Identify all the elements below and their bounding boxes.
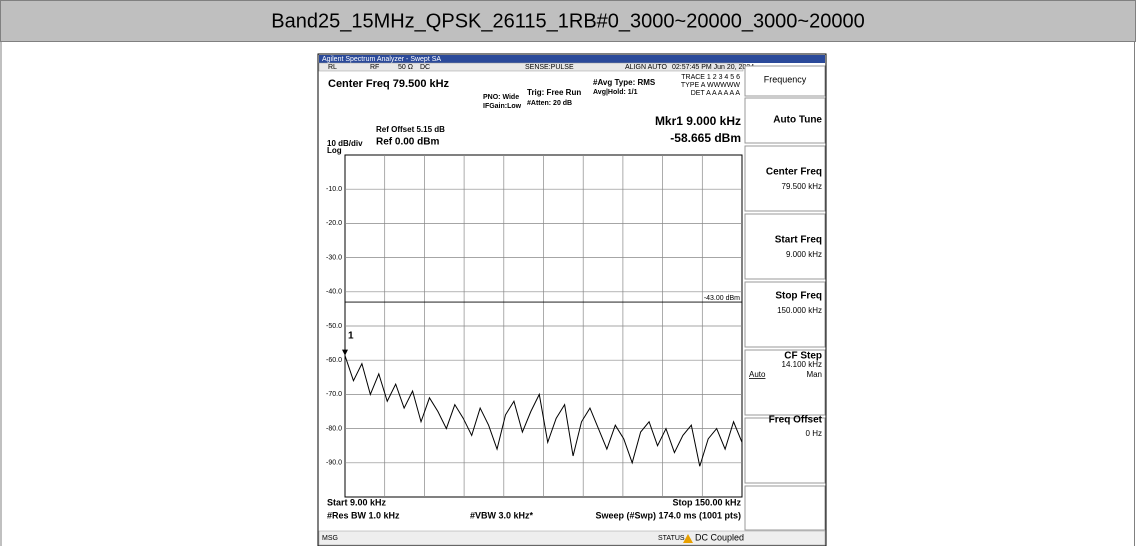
softkey-value: 0 Hz bbox=[806, 429, 822, 438]
status-label: STATUS bbox=[658, 535, 685, 542]
marker-level: -58.665 dBm bbox=[670, 131, 741, 145]
status-align: ALIGN AUTO bbox=[625, 64, 667, 71]
softkey-label: Center Freq bbox=[766, 167, 822, 178]
window-title-bar bbox=[319, 55, 825, 63]
y-tick-label: -20.0 bbox=[326, 220, 342, 227]
trace-row: TRACE 1 2 3 4 5 6 bbox=[681, 74, 740, 81]
vbw: #VBW 3.0 kHz* bbox=[470, 510, 534, 520]
window-title: Agilent Spectrum Analyzer - Swept SA bbox=[322, 56, 441, 63]
softkey-menu: Frequency bbox=[764, 74, 807, 84]
softkey-value: 9.000 kHz bbox=[786, 250, 822, 259]
type-row: TYPE A WWWWW bbox=[681, 82, 740, 89]
softkey-label: CF Step bbox=[784, 351, 822, 362]
softkey-label: Stop Freq bbox=[775, 291, 822, 302]
softkey-value: 150.000 kHz bbox=[777, 306, 822, 315]
marker-symbol bbox=[342, 349, 348, 356]
trace bbox=[344, 355, 743, 467]
det-row: DET A A A A A A bbox=[691, 90, 741, 97]
display-line-label: -43.00 dBm bbox=[704, 295, 740, 302]
softkey-option: Man bbox=[806, 370, 822, 379]
y-tick-label: -50.0 bbox=[326, 323, 342, 330]
trig: Trig: Free Run bbox=[527, 88, 581, 97]
status-time: 02:57:45 PM Jun 20, 2024 bbox=[672, 64, 754, 71]
log: Log bbox=[327, 146, 342, 155]
softkey-panel bbox=[744, 65, 826, 531]
softkey[interactable] bbox=[744, 281, 826, 348]
y-tick-label: -70.0 bbox=[326, 391, 342, 398]
softkey-label: Start Freq bbox=[775, 235, 822, 246]
y-tick-label: -10.0 bbox=[326, 186, 342, 193]
softkey[interactable] bbox=[744, 213, 826, 280]
y-tick-label: -40.0 bbox=[326, 289, 342, 296]
status-sense: SENSE:PULSE bbox=[525, 64, 574, 71]
ifgain: IFGain:Low bbox=[483, 103, 522, 110]
avg-type: #Avg Type: RMS bbox=[593, 78, 656, 87]
header-title: Band25_15MHz_QPSK_26115_1RB#0_3000~20000… bbox=[271, 10, 864, 32]
softkey[interactable] bbox=[744, 145, 826, 212]
dc-coupled: DC Coupled bbox=[695, 532, 744, 542]
atten: #Atten: 20 dB bbox=[527, 100, 572, 107]
scale: 10 dB/div bbox=[327, 139, 363, 148]
marker-freq: Mkr1 9.000 kHz bbox=[655, 114, 741, 128]
softkey-value: 79.500 kHz bbox=[782, 182, 822, 191]
avg-hold: Avg|Hold: 1/1 bbox=[593, 89, 638, 96]
y-tick-label: -30.0 bbox=[326, 254, 342, 261]
softkey bbox=[744, 485, 826, 531]
softkey-label: Freq Offset bbox=[769, 415, 823, 426]
softkey[interactable] bbox=[744, 417, 826, 484]
y-tick-label: -80.0 bbox=[326, 425, 342, 432]
softkey-label: Auto Tune bbox=[773, 115, 822, 126]
y-tick-label: -90.0 bbox=[326, 460, 342, 467]
ref-offset: Ref Offset 5.15 dB bbox=[376, 125, 445, 134]
start-freq: Start 9.00 kHz bbox=[327, 497, 387, 507]
msg: MSG bbox=[322, 535, 338, 542]
warning-icon bbox=[683, 534, 693, 543]
header-bar bbox=[0, 0, 1136, 42]
status-rf: RF bbox=[370, 64, 379, 71]
status-coupling: DC bbox=[420, 64, 430, 71]
y-tick-label: -60.0 bbox=[326, 357, 342, 364]
softkey-value: 14.100 kHz bbox=[782, 360, 822, 369]
message-bar bbox=[318, 530, 826, 546]
stop-freq: Stop 150.00 kHz bbox=[672, 497, 741, 507]
softkey-option: Auto bbox=[749, 370, 766, 379]
softkey bbox=[744, 65, 826, 97]
ref-level: Ref 0.00 dBm bbox=[376, 137, 439, 148]
status-rl: RL bbox=[328, 64, 337, 71]
rbw: #Res BW 1.0 kHz bbox=[327, 510, 400, 520]
softkey[interactable] bbox=[744, 349, 826, 416]
pno: PNO: Wide bbox=[483, 94, 519, 101]
marker-label: 1 bbox=[348, 330, 354, 341]
status-impedance: 50 Ω bbox=[398, 64, 413, 71]
softkey[interactable] bbox=[744, 97, 826, 144]
center-freq: Center Freq 79.500 kHz bbox=[328, 78, 450, 90]
sweep: Sweep (#Swp) 174.0 ms (1001 pts) bbox=[595, 510, 741, 520]
status-row bbox=[318, 62, 744, 72]
